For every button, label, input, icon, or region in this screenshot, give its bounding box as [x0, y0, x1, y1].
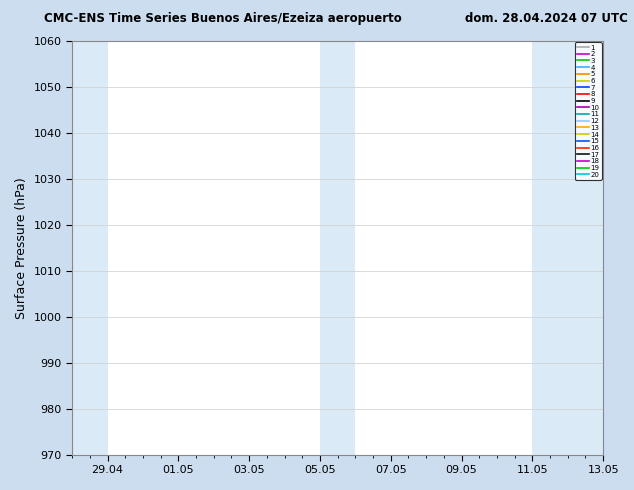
- Y-axis label: Surface Pressure (hPa): Surface Pressure (hPa): [15, 177, 28, 318]
- Bar: [72, 41, 108, 455]
- Legend: 1, 2, 3, 4, 5, 6, 7, 8, 9, 10, 11, 12, 13, 14, 15, 16, 17, 18, 19, 20: 1, 2, 3, 4, 5, 6, 7, 8, 9, 10, 11, 12, 1…: [575, 43, 602, 180]
- Text: dom. 28.04.2024 07 UTC: dom. 28.04.2024 07 UTC: [465, 12, 628, 25]
- Bar: [320, 41, 355, 455]
- Bar: [533, 41, 603, 455]
- Text: CMC-ENS Time Series Buenos Aires/Ezeiza aeropuerto: CMC-ENS Time Series Buenos Aires/Ezeiza …: [44, 12, 402, 25]
